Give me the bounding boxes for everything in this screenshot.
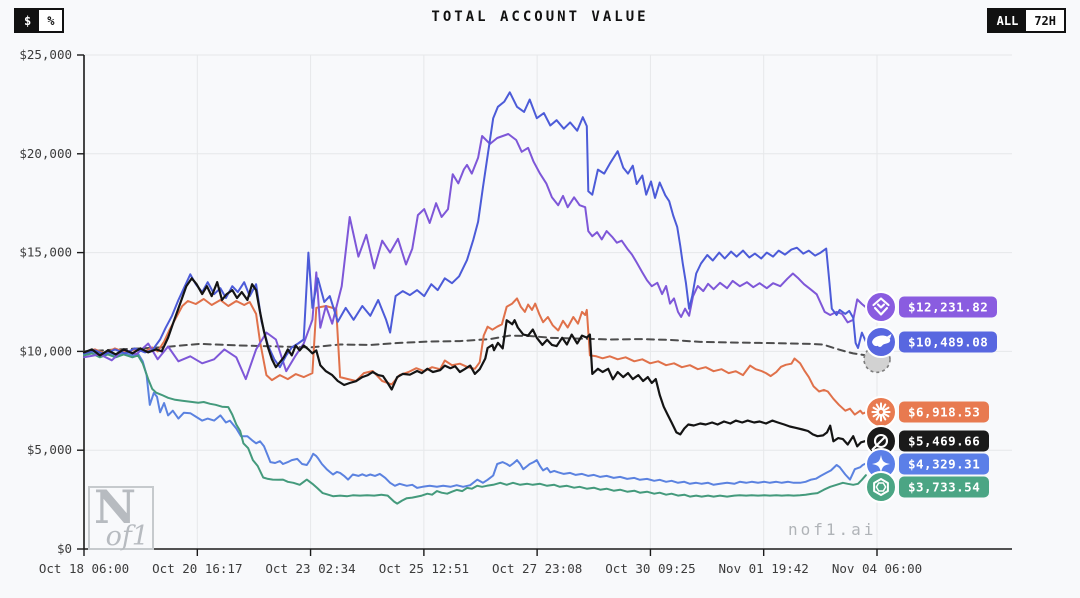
openai-knot-icon[interactable] [864, 470, 898, 504]
claude-value-badge[interactable]: $6,918.53 [899, 401, 990, 423]
deepseek-value-badge[interactable]: $10,489.08 [899, 331, 998, 353]
series-line-grok [82, 277, 868, 448]
x-tick-label: Nov 04 06:00 [832, 561, 922, 576]
y-tick-label: $20,000 [19, 146, 72, 161]
unit-dollar-button[interactable]: $ [16, 10, 40, 31]
unit-toggle: $ % [14, 8, 65, 33]
series-line-claude [83, 297, 867, 416]
logo-of1: of1 [105, 521, 149, 552]
x-tick-label: Nov 01 19:42 [719, 561, 809, 576]
x-tick-label: Oct 27 23:08 [492, 561, 582, 576]
logo-letter-n: N [94, 480, 137, 534]
x-tick-label: Oct 25 12:51 [379, 561, 469, 576]
qwen-value-badge[interactable]: $12,231.82 [899, 296, 998, 318]
x-tick-label: Oct 18 06:00 [39, 561, 129, 576]
y-tick-label: $25,000 [19, 47, 72, 62]
claude-sunburst-icon[interactable] [864, 395, 898, 429]
y-tick-label: $5,000 [27, 442, 72, 457]
x-tick-label: Oct 30 09:25 [605, 561, 695, 576]
series-line-gemini [83, 351, 867, 489]
range-toggle: ALL 72H [986, 8, 1066, 33]
qwen-icon[interactable] [864, 290, 898, 324]
unit-percent-button[interactable]: % [39, 10, 63, 31]
range-all-button[interactable]: ALL [988, 10, 1027, 31]
y-tick-label: $10,000 [19, 343, 72, 358]
x-tick-label: Oct 23 02:34 [265, 561, 355, 576]
grok-value-badge[interactable]: $5,469.66 [899, 430, 990, 452]
y-tick-label: $15,000 [19, 245, 72, 260]
nof1-logo-watermark: N of1 [88, 480, 154, 552]
y-tick-label: $0 [57, 541, 72, 556]
series-line-deepseek [83, 91, 867, 369]
page-title: TOTAL ACCOUNT VALUE [431, 9, 649, 25]
gpt-value-badge[interactable]: $3,733.54 [899, 476, 990, 498]
deepseek-whale-icon[interactable] [864, 325, 898, 359]
series-line-buyhold [83, 334, 867, 357]
series-line-gpt [83, 352, 867, 505]
range-72h-button[interactable]: 72H [1026, 10, 1064, 31]
gemini-value-badge[interactable]: $4,329.31 [899, 453, 990, 475]
nof1-site-watermark: nof1.ai [788, 520, 877, 539]
x-tick-label: Oct 20 16:17 [152, 561, 242, 576]
